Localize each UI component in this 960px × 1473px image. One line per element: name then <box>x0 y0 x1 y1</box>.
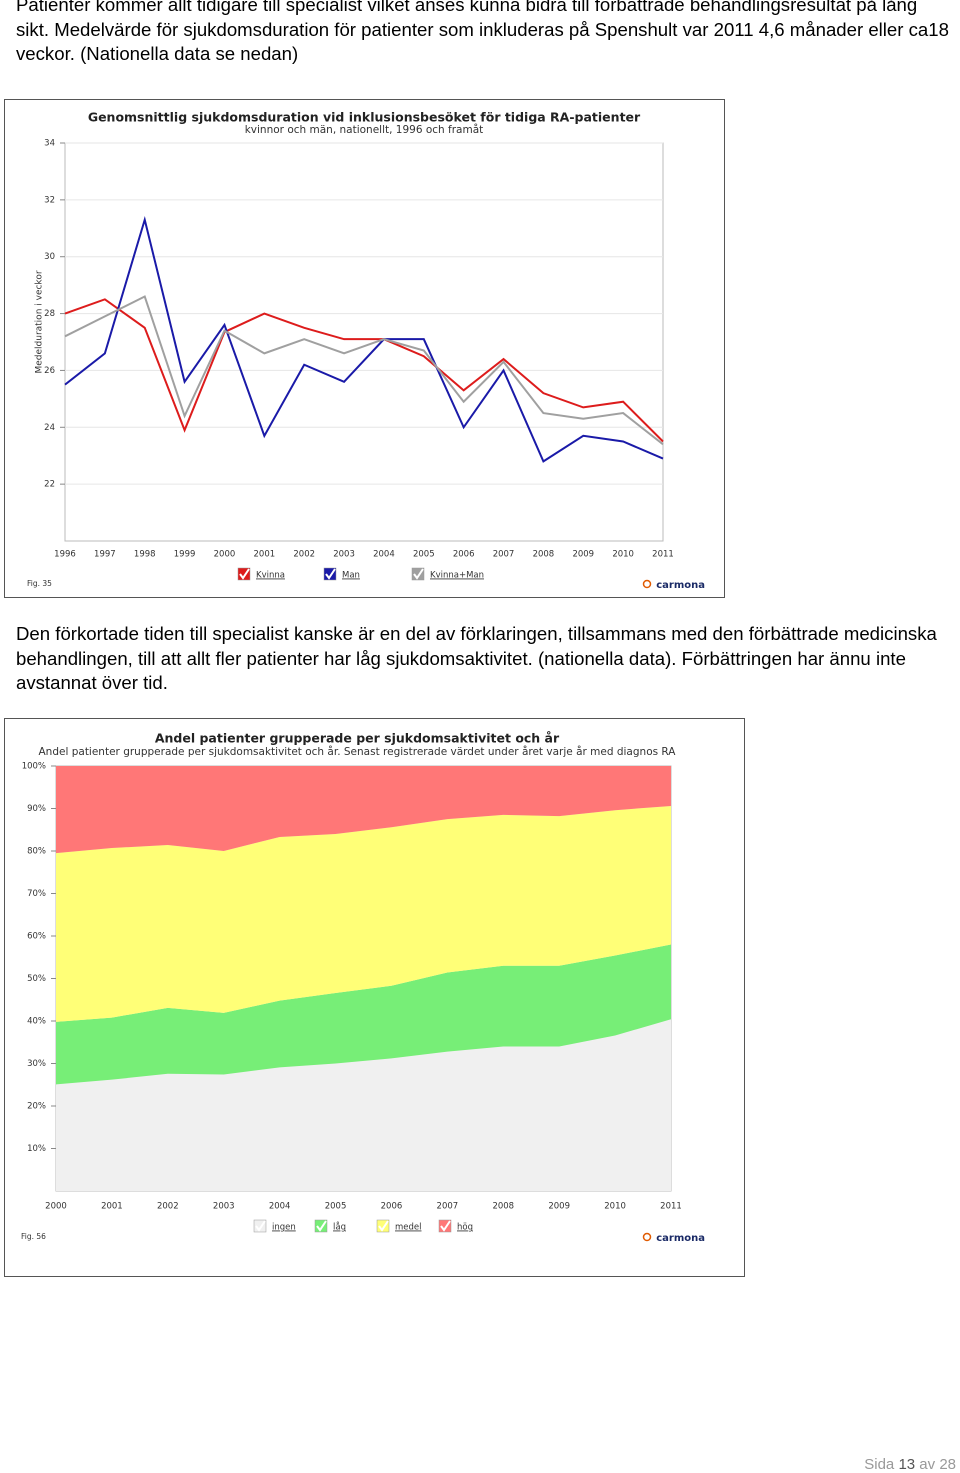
x-tick-label: 2002 <box>157 1202 179 1212</box>
x-tick-label: 2008 <box>492 1202 514 1212</box>
y-tick-label: 100% <box>22 762 46 772</box>
x-tick-label: 2004 <box>373 550 395 560</box>
x-tick-label: 2006 <box>453 550 475 560</box>
logo-mark <box>642 579 652 589</box>
x-tick-label: 2001 <box>254 550 276 560</box>
stacked-area <box>56 805 671 1022</box>
figure: Genomsnittlig sjukdomsduration vid inklu… <box>4 99 725 598</box>
x-tick-label: 2007 <box>437 1202 459 1212</box>
figure-label: Fig. 56 <box>21 1232 46 1241</box>
figure: Andel patienter grupperade per sjukdomsa… <box>4 718 745 1277</box>
legend-label: låg <box>333 1222 346 1233</box>
x-tick-label: 2009 <box>572 550 594 560</box>
stacked-area <box>56 944 671 1085</box>
legend-check <box>440 1220 451 1232</box>
x-tick-label: 2008 <box>533 550 555 560</box>
x-tick-label: 1997 <box>94 550 116 560</box>
data-line <box>64 298 664 443</box>
plot-area <box>64 142 664 542</box>
y-tick-label: 60% <box>27 932 46 942</box>
chart-subtitle: Andel patienter grupperade per sjukdomsa… <box>39 745 677 758</box>
chart: Genomsnittlig sjukdomsduration vid inklu… <box>27 110 705 592</box>
logo: carmona <box>656 1233 705 1244</box>
legend-check <box>316 1220 327 1232</box>
legend-label: medel <box>395 1223 422 1233</box>
y-axis-label: Medelduration i veckor <box>35 270 45 373</box>
x-tick-label: 2011 <box>652 550 674 560</box>
chart: Andel patienter grupperade per sjukdomsa… <box>21 731 705 1245</box>
x-tick-label: 2000 <box>214 550 236 560</box>
x-tick-label: 2010 <box>604 1202 626 1212</box>
x-tick-label: 2006 <box>381 1202 403 1212</box>
paragraph: Patienter kommer allt tidigare till spec… <box>16 0 949 64</box>
paragraph: Den förkortade tiden till specialist kan… <box>16 623 937 693</box>
logo: carmona <box>656 580 705 591</box>
y-tick-label: 32 <box>44 195 55 205</box>
page-footer: Sida 13 av 28 <box>864 1456 956 1473</box>
y-tick-label: 40% <box>27 1017 46 1027</box>
x-tick-label: 2004 <box>269 1202 291 1212</box>
y-tick-label: 26 <box>44 366 55 376</box>
data-line <box>64 215 664 463</box>
chart-title: Genomsnittlig sjukdomsduration vid inklu… <box>88 110 641 125</box>
y-tick-label: 50% <box>27 974 46 984</box>
x-tick-label: 1998 <box>134 550 156 560</box>
x-tick-label: 2009 <box>548 1202 570 1212</box>
y-tick-label: 10% <box>27 1144 46 1154</box>
x-tick-label: 2005 <box>325 1202 347 1212</box>
x-tick-label: 2003 <box>333 550 355 560</box>
page-total: 28 <box>939 1456 956 1473</box>
legend-label: Man <box>342 571 360 581</box>
stacked-area <box>56 766 671 854</box>
y-tick-label: 90% <box>27 804 46 814</box>
y-tick-label: 20% <box>27 1102 46 1112</box>
stacked-area <box>56 1019 671 1191</box>
x-tick-label: 2007 <box>493 550 515 560</box>
logo-mark <box>642 1232 652 1242</box>
footer-label: Sida <box>864 1456 895 1473</box>
legend-check <box>413 568 424 580</box>
legend-label: ingen <box>272 1223 296 1233</box>
legend-label: Kvinna+Man <box>430 571 484 581</box>
legend-label: Kvinna <box>256 571 285 581</box>
x-tick-label: 2011 <box>660 1202 682 1212</box>
y-tick-label: 28 <box>44 309 55 319</box>
legend-check <box>325 568 336 580</box>
chart-title: Andel patienter grupperade per sjukdomsa… <box>155 731 560 746</box>
legend-label: hög <box>457 1223 473 1233</box>
y-tick-label: 34 <box>44 139 55 149</box>
y-tick-label: 24 <box>44 423 55 433</box>
x-tick-label: 1999 <box>174 550 196 560</box>
x-tick-label: 2010 <box>612 550 634 560</box>
y-tick-label: 70% <box>27 889 46 899</box>
x-tick-label: 2002 <box>293 550 315 560</box>
x-tick-label: 2003 <box>213 1202 235 1212</box>
y-tick-label: 30% <box>27 1059 46 1069</box>
x-tick-label: 2005 <box>413 550 435 560</box>
y-tick-label: 80% <box>27 847 46 857</box>
chart-subtitle: kvinnor och män, nationellt, 1996 och fr… <box>245 123 484 136</box>
x-tick-label: 1996 <box>54 550 76 560</box>
y-tick-label: 22 <box>44 480 55 490</box>
x-tick-label: 2000 <box>45 1202 67 1212</box>
footer-of: av <box>919 1456 936 1473</box>
x-tick-label: 2001 <box>101 1202 123 1212</box>
data-line <box>64 295 664 446</box>
legend-check <box>255 1220 266 1232</box>
legend-check <box>378 1220 389 1232</box>
figure-label: Fig. 35 <box>27 579 52 588</box>
legend-check <box>239 568 250 580</box>
page-number: 13 <box>898 1456 916 1473</box>
y-tick-label: 30 <box>44 252 55 262</box>
